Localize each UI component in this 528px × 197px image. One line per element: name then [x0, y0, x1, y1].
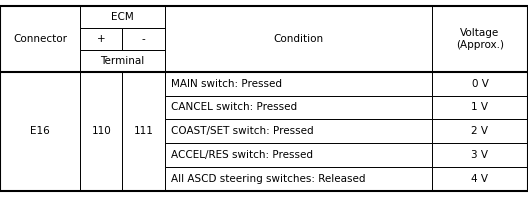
- Bar: [165, 72, 432, 96]
- Text: +: +: [97, 34, 106, 44]
- Bar: [432, 6, 528, 72]
- Text: MAIN switch: Pressed: MAIN switch: Pressed: [171, 79, 282, 89]
- Text: -: -: [142, 34, 146, 44]
- Text: ECM: ECM: [111, 12, 134, 22]
- Bar: [165, 96, 432, 119]
- Text: 110: 110: [91, 126, 111, 136]
- Text: Condition: Condition: [274, 34, 323, 44]
- Text: ACCEL/RES switch: Pressed: ACCEL/RES switch: Pressed: [171, 150, 313, 160]
- Bar: [80, 28, 122, 50]
- Bar: [80, 6, 165, 28]
- Bar: [432, 143, 528, 167]
- Bar: [432, 96, 528, 119]
- Bar: [432, 119, 528, 143]
- Bar: [122, 28, 165, 50]
- Text: Connector: Connector: [13, 34, 67, 44]
- Text: E16: E16: [30, 126, 50, 136]
- Bar: [122, 72, 165, 191]
- Text: COAST/SET switch: Pressed: COAST/SET switch: Pressed: [171, 126, 314, 136]
- Text: Voltage
(Approx.): Voltage (Approx.): [456, 28, 504, 50]
- Text: Terminal: Terminal: [100, 56, 145, 66]
- Bar: [0, 72, 80, 191]
- Bar: [432, 72, 528, 96]
- Bar: [165, 167, 432, 191]
- Text: 4 V: 4 V: [472, 174, 488, 184]
- Bar: [0, 6, 80, 72]
- Text: 0 V: 0 V: [472, 79, 488, 89]
- Bar: [165, 6, 432, 72]
- Bar: [80, 50, 165, 72]
- Text: 2 V: 2 V: [472, 126, 488, 136]
- Text: CANCEL switch: Pressed: CANCEL switch: Pressed: [171, 102, 297, 112]
- Text: 1 V: 1 V: [472, 102, 488, 112]
- Text: 3 V: 3 V: [472, 150, 488, 160]
- Bar: [165, 119, 432, 143]
- Bar: [80, 72, 122, 191]
- Bar: [165, 143, 432, 167]
- Text: 111: 111: [134, 126, 154, 136]
- Bar: [432, 167, 528, 191]
- Text: All ASCD steering switches: Released: All ASCD steering switches: Released: [171, 174, 365, 184]
